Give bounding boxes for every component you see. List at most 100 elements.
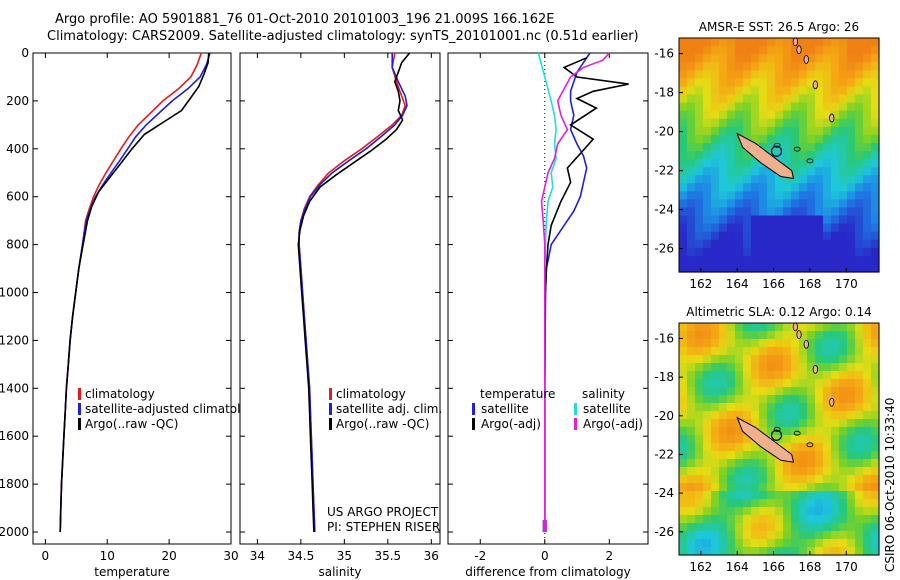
map-cell xyxy=(823,483,832,492)
map-cell xyxy=(815,483,824,492)
map-cell xyxy=(871,134,880,144)
map-cell xyxy=(799,255,808,265)
map-cell xyxy=(687,175,696,184)
map-cell xyxy=(855,183,864,192)
map-cell xyxy=(831,363,840,372)
map-cell xyxy=(735,118,744,128)
map-cell xyxy=(743,151,752,160)
map-cell xyxy=(815,347,824,356)
map-cell xyxy=(743,395,752,404)
map-cell xyxy=(727,395,736,404)
map-cell xyxy=(767,331,776,340)
map-cell xyxy=(807,247,816,257)
map-cell xyxy=(695,263,704,273)
map-cell xyxy=(751,419,760,428)
map-cell xyxy=(871,86,880,96)
map-cell xyxy=(695,427,704,436)
map-cell xyxy=(871,515,880,524)
map-cell xyxy=(807,491,816,500)
map-cell xyxy=(807,531,816,540)
map-cell xyxy=(767,515,776,524)
map-cell xyxy=(695,110,704,120)
map-cell xyxy=(847,142,856,152)
map-cell xyxy=(823,78,832,87)
map-cell xyxy=(679,118,688,128)
map-cell xyxy=(687,539,696,548)
map-cell xyxy=(815,70,824,79)
map-cell xyxy=(815,395,824,404)
map-cell xyxy=(783,515,792,524)
map-cell xyxy=(807,483,816,492)
map-cell xyxy=(767,167,776,176)
map-cell xyxy=(743,94,752,104)
map-cell xyxy=(831,475,840,484)
map-cell xyxy=(823,38,832,47)
map-cell xyxy=(831,62,840,71)
map-cell xyxy=(687,531,696,540)
map-cell xyxy=(815,427,824,436)
map-cell xyxy=(719,38,728,47)
map-cell xyxy=(823,183,832,192)
map-cell xyxy=(831,459,840,468)
map-cell xyxy=(751,70,760,79)
map-cell xyxy=(847,323,856,332)
map-cell xyxy=(711,78,720,87)
map-cell xyxy=(831,70,840,79)
map-cell xyxy=(807,78,816,87)
map-cell xyxy=(719,363,728,372)
map-cell xyxy=(727,207,736,217)
legend-swatch xyxy=(329,388,332,400)
map-cell xyxy=(815,339,824,348)
map-cell xyxy=(679,167,688,176)
map-cell xyxy=(863,459,872,468)
map-cell xyxy=(727,475,736,484)
map-cell xyxy=(759,142,768,152)
map-cell xyxy=(687,94,696,104)
map-cell xyxy=(735,427,744,436)
map-cell xyxy=(759,451,768,460)
map-cell xyxy=(687,239,696,249)
map-cell xyxy=(687,339,696,348)
map-cell xyxy=(775,499,784,508)
plot-frame xyxy=(32,52,232,545)
map-cell xyxy=(687,443,696,452)
map-cell xyxy=(831,223,840,233)
map-cell xyxy=(751,223,760,233)
map-cell xyxy=(735,539,744,548)
map-cell xyxy=(783,191,792,200)
map-cell xyxy=(759,323,768,332)
map-cell xyxy=(711,151,720,160)
y-tick-label: -26 xyxy=(654,242,674,256)
map-cell xyxy=(711,427,720,436)
map-cell xyxy=(767,347,776,356)
map-cell xyxy=(711,207,720,217)
map-cell xyxy=(791,215,800,225)
x-tick-label: 166 xyxy=(762,277,785,291)
map-cell xyxy=(783,547,792,556)
map-cell xyxy=(831,515,840,524)
map-cell xyxy=(735,126,744,136)
map-cell xyxy=(711,499,720,508)
map-cell xyxy=(751,499,760,508)
x-axis-label: salinity xyxy=(318,565,361,579)
map-cell xyxy=(711,483,720,492)
map-cell xyxy=(719,355,728,364)
map-cell xyxy=(783,499,792,508)
map-cell xyxy=(719,207,728,217)
map-cell xyxy=(799,515,808,524)
map-cell xyxy=(791,263,800,273)
map-cell xyxy=(863,215,872,225)
map-cell xyxy=(743,451,752,460)
map-cell xyxy=(751,134,760,144)
y-tick-label: -20 xyxy=(654,125,674,139)
y-tick-label: 1400 xyxy=(0,381,29,395)
map-cell xyxy=(679,70,688,79)
map-cell xyxy=(727,531,736,540)
map-cell xyxy=(703,199,712,209)
map-cell xyxy=(743,62,752,71)
map-cell xyxy=(871,167,880,176)
map-cell xyxy=(751,102,760,112)
map-cell xyxy=(855,102,864,112)
map-cell xyxy=(839,459,848,468)
